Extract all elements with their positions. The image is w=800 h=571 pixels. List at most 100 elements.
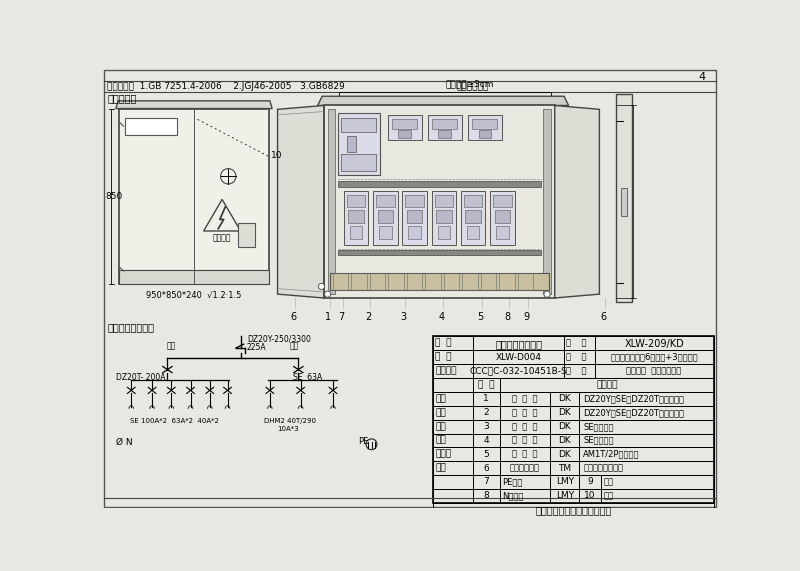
Bar: [496, 226, 509, 239]
Text: DK: DK: [558, 436, 571, 445]
Bar: [428, 115, 462, 140]
Bar: [373, 191, 398, 245]
Bar: [407, 210, 422, 223]
Bar: [392, 119, 417, 128]
Text: XLW-D004: XLW-D004: [495, 353, 542, 361]
Text: DZ20T- 200A: DZ20T- 200A: [116, 373, 166, 383]
Text: 断  路  器: 断 路 器: [512, 436, 538, 445]
Bar: [378, 210, 393, 223]
Text: 执行标准：  1.GB 7251.4-2006    2.JGJ46-2005   3.GB6829: 执行标准： 1.GB 7251.4-2006 2.JGJ46-2005 3.GB…: [107, 82, 345, 91]
Bar: [438, 130, 451, 138]
Bar: [349, 210, 364, 223]
Bar: [238, 223, 255, 247]
Text: 6: 6: [600, 312, 606, 322]
Text: 建筑施工用配电笱: 建筑施工用配电笱: [495, 339, 542, 349]
Bar: [478, 130, 491, 138]
Text: 850: 850: [106, 192, 123, 201]
Text: AM1T/2P透明系列: AM1T/2P透明系列: [583, 450, 640, 459]
Text: CCC：C-032-10451B-S: CCC：C-032-10451B-S: [470, 367, 567, 376]
Text: 名  称: 名 称: [435, 339, 452, 348]
Text: 照明: 照明: [290, 341, 299, 351]
Bar: [464, 195, 482, 207]
Text: 壳体与门的软连接: 壳体与门的软连接: [583, 464, 623, 473]
Text: PE: PE: [358, 437, 369, 447]
Text: 10: 10: [585, 491, 596, 500]
Text: 4: 4: [698, 71, 706, 82]
Bar: [433, 447, 714, 461]
Bar: [432, 119, 457, 128]
Text: 断  路  器: 断 路 器: [512, 394, 538, 403]
Text: 有电危险: 有电危险: [213, 234, 231, 242]
Text: 施工现场  二级分配配电: 施工现场 二级分配配电: [626, 367, 682, 376]
Text: 10A*3: 10A*3: [278, 426, 299, 432]
Bar: [433, 489, 714, 503]
Bar: [406, 195, 424, 207]
Bar: [351, 274, 367, 290]
Text: 哈尔滨市龙瑞电气成套设备厂: 哈尔滨市龙瑞电气成套设备厂: [535, 505, 611, 515]
Text: 9: 9: [587, 477, 593, 486]
Text: 6: 6: [290, 312, 296, 322]
Text: 线夹: 线夹: [603, 477, 614, 486]
Bar: [466, 210, 481, 223]
Bar: [333, 274, 349, 290]
Text: 断  路  器: 断 路 器: [512, 450, 538, 459]
Text: 校核: 校核: [435, 422, 446, 431]
Bar: [433, 406, 714, 420]
Text: 10: 10: [271, 151, 283, 160]
Bar: [376, 195, 394, 207]
Text: DZ20Y（SE、DZ20T）透明系列: DZ20Y（SE、DZ20T）透明系列: [583, 394, 684, 403]
Text: DZ20Y-250/3300: DZ20Y-250/3300: [246, 335, 310, 344]
Text: DHM2 40T/290: DHM2 40T/290: [264, 418, 316, 424]
Bar: [125, 118, 178, 135]
Text: 3: 3: [400, 312, 406, 322]
Text: 主要配件: 主要配件: [596, 380, 618, 389]
Bar: [616, 94, 632, 302]
Text: DK: DK: [558, 422, 571, 431]
Bar: [433, 420, 714, 433]
Bar: [433, 336, 714, 503]
Bar: [328, 109, 335, 294]
Bar: [468, 115, 502, 140]
Text: LMY: LMY: [556, 491, 574, 500]
Text: 规    格: 规 格: [566, 353, 587, 361]
Bar: [330, 274, 549, 290]
Text: XLW-209/KD: XLW-209/KD: [624, 339, 684, 349]
Text: 二级分配电笱（6路动力+3路照明）: 二级分配电笱（6路动力+3路照明）: [610, 353, 698, 361]
Text: 2: 2: [483, 408, 489, 417]
Circle shape: [325, 291, 330, 297]
Text: DZ20Y（SE、DZ20T）透明系列: DZ20Y（SE、DZ20T）透明系列: [583, 408, 684, 417]
Bar: [344, 191, 369, 245]
Text: TM: TM: [558, 464, 571, 473]
Bar: [407, 274, 422, 290]
Text: 1: 1: [326, 312, 331, 322]
Text: 元件间距≥3cm: 元件间距≥3cm: [446, 79, 494, 89]
Bar: [342, 118, 376, 132]
Bar: [431, 191, 456, 245]
Text: 型    号: 型 号: [566, 339, 587, 348]
Text: 4: 4: [483, 436, 489, 445]
Text: LMY: LMY: [556, 477, 574, 486]
Text: 6: 6: [483, 464, 489, 473]
Text: 225A: 225A: [246, 343, 266, 352]
Bar: [433, 461, 714, 475]
Bar: [433, 351, 714, 364]
Text: 电器连接原理图：: 电器连接原理图：: [107, 323, 154, 333]
Bar: [490, 191, 514, 245]
Text: PE端子: PE端子: [502, 477, 522, 486]
Bar: [370, 274, 386, 290]
Bar: [433, 392, 714, 406]
Text: 9: 9: [523, 312, 530, 322]
Bar: [543, 109, 551, 294]
Text: 序  号: 序 号: [478, 380, 494, 389]
Bar: [398, 130, 410, 138]
Bar: [338, 113, 380, 175]
Text: 断  路  器: 断 路 器: [512, 422, 538, 431]
Bar: [347, 195, 366, 207]
Text: 壳体颜色：黄: 壳体颜色：黄: [456, 82, 489, 91]
Bar: [119, 270, 269, 284]
Bar: [347, 136, 356, 152]
Text: DK: DK: [558, 394, 571, 403]
Text: Ø N: Ø N: [116, 437, 133, 447]
Text: 7: 7: [483, 477, 489, 486]
Text: 日期: 日期: [435, 464, 446, 473]
